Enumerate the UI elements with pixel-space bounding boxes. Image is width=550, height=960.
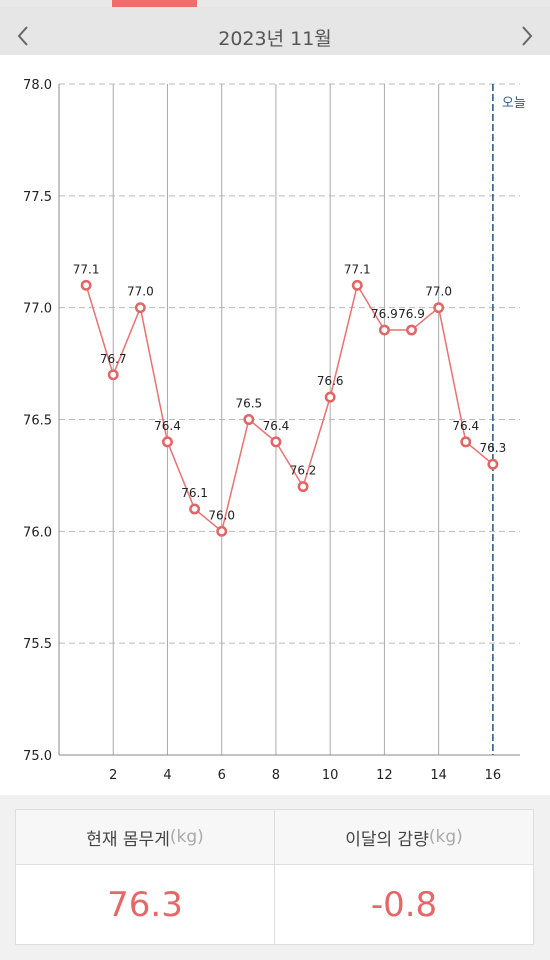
tab-indicator — [112, 0, 197, 7]
x-tick-label: 14 — [430, 768, 447, 783]
data-label: 76.9 — [398, 307, 425, 321]
current-weight-unit: (kg) — [169, 827, 204, 847]
x-tick-label: 2 — [109, 768, 117, 783]
data-label: 76.6 — [317, 374, 344, 388]
y-tick-label: 75.5 — [23, 637, 52, 652]
data-label: 76.1 — [181, 486, 208, 500]
prev-month-button[interactable] — [8, 21, 38, 51]
data-point — [324, 391, 336, 403]
weight-chart-svg: 75.0 75.5 76.0 76.5 77.0 77.5 78.0 2 4 6 8 10 12 14 16… — [23, 78, 526, 783]
chevron-right-icon — [522, 26, 533, 46]
data-point — [351, 279, 363, 291]
data-label: 77.0 — [425, 285, 452, 299]
weight-chart: 75.0 75.5 76.0 76.5 77.0 77.5 78.0 2 4 6 8 10 12 14 16… — [0, 55, 550, 795]
data-label: 76.9 — [371, 307, 398, 321]
y-tick-label: 76.5 — [23, 414, 52, 429]
data-point — [378, 324, 390, 336]
data-point — [297, 481, 309, 493]
stats-table: 현재 몸무게 (kg) 76.3 이달의 감량 (kg) -0.8 — [15, 809, 534, 945]
y-tick-label: 75.0 — [23, 749, 52, 764]
monthly-change-header: 이달의 감량 (kg) — [275, 810, 533, 865]
y-tick-label: 78.0 — [23, 78, 52, 93]
data-label: 76.7 — [100, 352, 127, 366]
monthly-change-value: -0.8 — [370, 884, 438, 925]
data-point — [460, 436, 472, 448]
data-point — [270, 436, 282, 448]
month-title: 2023년 11월 — [218, 28, 332, 50]
current-weight-label: 현재 몸무게 — [86, 829, 170, 850]
data-label: 76.4 — [263, 419, 290, 433]
monthly-change-label: 이달의 감량 — [345, 829, 429, 850]
current-weight-column: 현재 몸무게 (kg) 76.3 — [16, 810, 274, 944]
data-point — [433, 302, 445, 314]
x-tick-label: 4 — [163, 768, 171, 783]
data-point — [406, 324, 417, 336]
today-label: 오늘 — [502, 96, 526, 111]
data-point — [107, 369, 119, 381]
x-tick-label: 6 — [218, 768, 226, 783]
monthly-change-column: 이달의 감량 (kg) -0.8 — [274, 810, 533, 944]
data-label: 77.0 — [127, 285, 154, 299]
x-tick-label: 10 — [322, 768, 339, 783]
data-point — [162, 436, 173, 448]
data-point — [134, 302, 146, 314]
data-point — [189, 503, 201, 515]
monthly-change-unit: (kg) — [428, 827, 463, 847]
summary-area: 현재 몸무게 (kg) 76.3 이달의 감량 (kg) -0.8 — [0, 795, 550, 960]
data-point — [243, 414, 255, 425]
current-weight-header: 현재 몸무게 (kg) — [16, 810, 274, 865]
data-point — [216, 525, 228, 537]
y-tick-label: 76.0 — [23, 525, 52, 540]
data-label: 76.0 — [208, 508, 235, 522]
data-point — [80, 279, 92, 291]
series-line — [85, 283, 494, 533]
y-tick-label: 77.5 — [23, 190, 52, 205]
chevron-left-icon — [17, 26, 28, 46]
x-tick-label: 12 — [376, 768, 393, 783]
next-month-button[interactable] — [512, 21, 542, 51]
x-tick-label: 16 — [485, 768, 502, 783]
data-point — [487, 458, 499, 470]
current-weight-value: 76.3 — [107, 884, 183, 925]
month-header: 2023년 11월 — [0, 0, 550, 55]
data-label: 77.1 — [344, 262, 371, 276]
x-tick-label: 8 — [272, 768, 280, 783]
data-label: 76.3 — [480, 441, 507, 455]
data-label: 77.1 — [73, 262, 100, 276]
data-label: 76.4 — [154, 419, 181, 433]
y-tick-label: 77.0 — [23, 302, 52, 317]
data-label: 76.4 — [452, 419, 479, 433]
data-label: 76.2 — [290, 464, 317, 478]
data-label: 76.5 — [235, 397, 262, 411]
